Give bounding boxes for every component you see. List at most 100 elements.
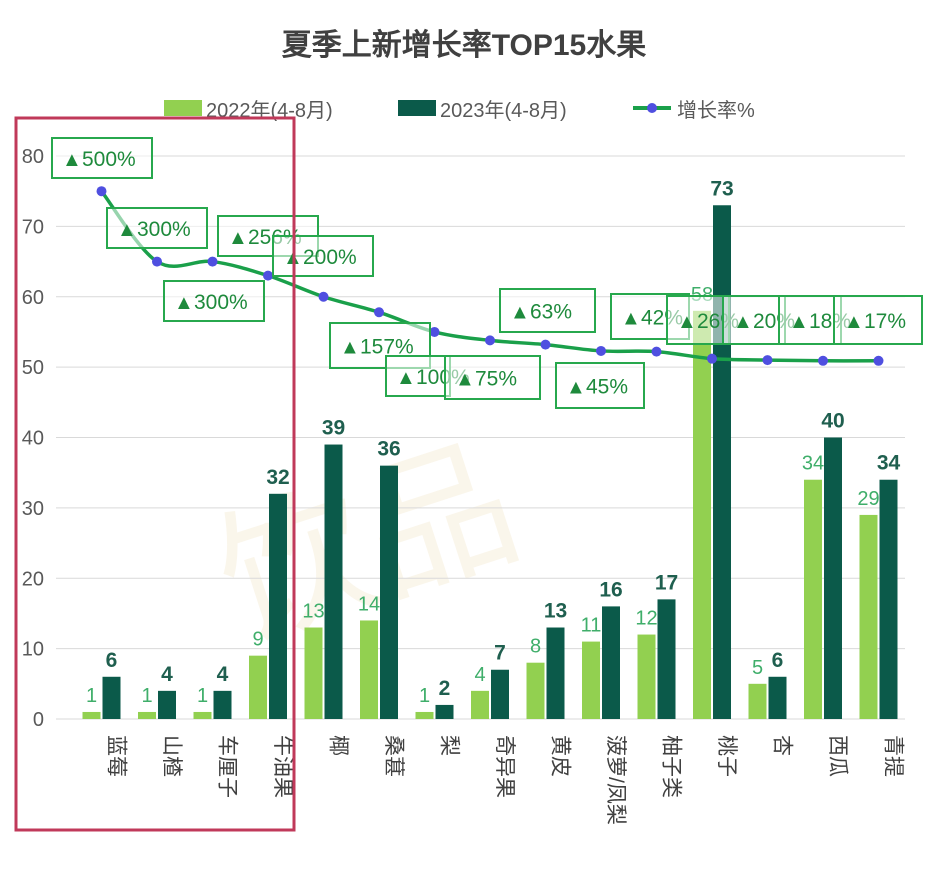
growth-marker [762, 355, 773, 366]
y-tick-label: 30 [22, 498, 44, 520]
data-label-2022: 4 [474, 664, 485, 686]
chart-title: 夏季上新增长率TOP15水果 [282, 29, 647, 62]
growth-label-box [499, 288, 596, 333]
x-tick-label: 牛油果 [271, 735, 294, 798]
bar-2022 [138, 711, 156, 719]
bar-2022 [804, 479, 822, 719]
data-label-2022: 13 [302, 601, 324, 623]
bar-2023 [102, 676, 121, 719]
growth-arrow-icon: ▲ [228, 227, 248, 249]
data-label-2023: 32 [266, 466, 289, 489]
y-tick-label: 0 [33, 709, 44, 731]
growth-marker [485, 335, 495, 346]
growth-label: 63% [530, 301, 572, 324]
y-tick-label: 60 [22, 287, 44, 309]
data-label-2023: 13 [544, 600, 567, 623]
bar-2023 [269, 493, 287, 719]
data-label-2022: 1 [86, 685, 97, 707]
bar-2023 [713, 205, 731, 719]
x-tick-label: 青提 [882, 735, 905, 777]
growth-arrow-icon: ▲ [340, 337, 360, 359]
growth-label-box [385, 355, 451, 397]
growth-marker [540, 339, 551, 350]
y-tick-label: 50 [22, 357, 44, 379]
growth-arrow-icon: ▲ [566, 377, 586, 399]
y-axis: 0 10 20 30 40 50 60 70 80 [22, 146, 44, 731]
bar-2022 [859, 514, 878, 719]
growth-labels: ▲500%▲300%▲300%▲256%▲200%▲157%▲100%▲75%▲… [51, 137, 923, 409]
data-label-2022: 12 [635, 608, 657, 630]
data-label-2023: 17 [655, 571, 678, 594]
bar-2023 [824, 437, 842, 719]
bar-2022 [304, 627, 323, 719]
growth-arrow-icon: ▲ [510, 302, 530, 324]
growth-marker [263, 270, 273, 281]
growth-label: 45% [586, 376, 628, 399]
growth-marker [707, 353, 717, 364]
data-label-2022: 5 [752, 657, 763, 679]
growth-label: 300% [194, 291, 248, 314]
growth-label-box [51, 137, 153, 179]
growth-arrow-icon: ▲ [62, 149, 82, 171]
bar-2023 [879, 479, 898, 719]
y-tick-label: 70 [22, 216, 44, 238]
growth-marker [651, 346, 662, 357]
growth-marker [873, 355, 884, 366]
legend-swatch-2023 [398, 100, 436, 116]
data-label-2022: 11 [581, 615, 602, 637]
x-tick-label: 椰 [327, 735, 350, 756]
highlight-box [14, 116, 296, 832]
bar-2022 [526, 662, 545, 719]
bar-2023 [158, 690, 176, 719]
bar-2023 [491, 669, 509, 719]
data-label-2023: 2 [439, 677, 451, 700]
growth-label: 300% [137, 218, 191, 241]
bar-2022 [693, 310, 711, 719]
growth-marker [374, 307, 384, 318]
data-label-2023: 34 [877, 452, 901, 475]
growth-arrow-icon: ▲ [117, 219, 137, 241]
data-label-2023: 16 [599, 578, 622, 601]
x-tick-label: 梨 [438, 735, 461, 756]
growth-label: 200% [303, 246, 357, 269]
bar-2022 [748, 683, 767, 719]
x-axis: 蓝莓 山楂 车厘子 牛油果 椰 桑葚 梨 奇异果 黄皮 菠萝/凤梨 柚子类 桃子 杏 西瓜 青提 [105, 735, 905, 825]
growth-arrow-icon: ▲ [396, 367, 416, 389]
growth-marker [596, 345, 606, 356]
legend-swatch-2022 [164, 100, 202, 116]
bar-2022 [637, 634, 656, 719]
y-tick-label: 20 [22, 568, 44, 590]
data-label-2023: 4 [161, 663, 173, 686]
x-tick-label: 奇异果 [493, 735, 516, 798]
x-tick-label: 杏 [771, 735, 794, 756]
bar-2023 [324, 444, 343, 719]
growth-label: 17% [864, 310, 906, 333]
bar-2022 [582, 641, 600, 719]
bar-2023 [435, 704, 454, 719]
data-label-2022: 9 [252, 629, 263, 651]
data-label-2022: 29 [857, 488, 879, 510]
x-tick-label: 西瓜 [826, 735, 849, 777]
data-label-2023: 6 [772, 649, 784, 672]
x-tick-label: 柚子类 [660, 735, 683, 798]
growth-arrow-icon: ▲ [733, 311, 753, 333]
growth-label-box [106, 207, 208, 249]
bar-2022 [82, 711, 101, 719]
x-tick-label: 桑葚 [382, 735, 405, 777]
bar-2023 [546, 627, 565, 719]
x-tick-label: 车厘子 [216, 735, 239, 798]
bar-2022 [415, 711, 434, 719]
data-label-2022: 8 [530, 636, 541, 658]
bar-2022 [249, 655, 267, 719]
data-label-2022: 34 [802, 453, 824, 475]
growth-marker [152, 256, 162, 267]
data-label-2023: 73 [710, 177, 733, 200]
bar-2022 [360, 620, 378, 719]
bar-2023 [657, 599, 676, 719]
bar-2022 [471, 690, 489, 719]
growth-label-box [163, 280, 265, 322]
growth-label: 500% [82, 148, 136, 171]
x-tick-label: 蓝莓 [105, 735, 128, 777]
y-tick-label: 10 [22, 639, 44, 661]
